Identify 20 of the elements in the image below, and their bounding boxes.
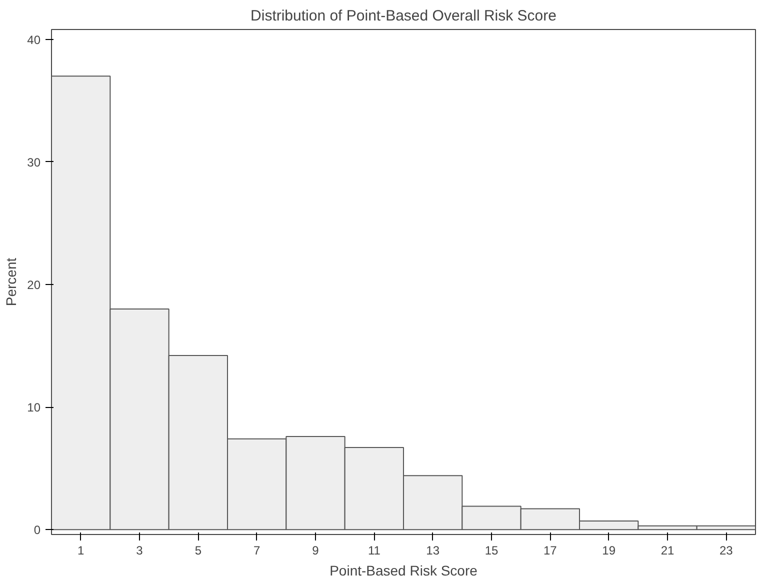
x-tick-label: 11 [368, 544, 381, 558]
y-tick-label: 20 [27, 278, 41, 292]
x-tick-label: 23 [719, 544, 734, 558]
x-tick-label: 1 [77, 544, 84, 558]
x-tick-label: 17 [543, 544, 558, 558]
y-tick-label: 10 [27, 400, 41, 415]
x-tick-label: 19 [602, 544, 616, 558]
chart-title: Distribution of Point-Based Overall Risk Score [250, 8, 556, 24]
x-tick-label: 9 [312, 544, 320, 558]
x-tick-label: 5 [194, 544, 202, 558]
x-tick-label: 3 [136, 544, 144, 558]
y-tick-label: 40 [27, 32, 41, 47]
y-tick-label: 30 [27, 155, 41, 170]
x-axis-title: Point-Based Risk Score [330, 562, 478, 578]
y-axis-title: Percent [3, 258, 20, 306]
x-tick-label: 13 [426, 544, 440, 558]
x-tick-label: 21 [660, 544, 674, 558]
x-tick-label: 15 [484, 544, 498, 558]
y-tick-label: 0 [34, 523, 41, 538]
x-tick-label: 7 [253, 544, 260, 558]
